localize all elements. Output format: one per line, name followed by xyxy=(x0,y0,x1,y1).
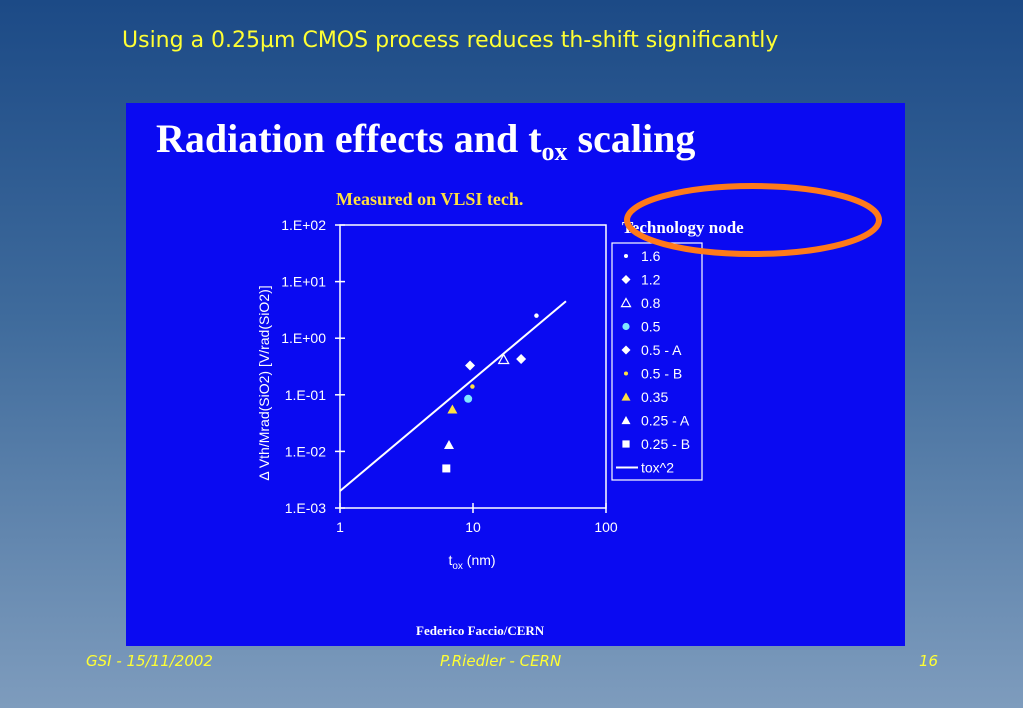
y-tick-label: 1.E-03 xyxy=(285,500,326,516)
legend-swatch-0-5-a xyxy=(621,345,631,355)
data-point-0-8 xyxy=(497,353,510,365)
x-tick-label: 1 xyxy=(336,519,344,535)
legend-label-0-8: 0.8 xyxy=(641,295,661,311)
series-line-tox-2 xyxy=(339,300,567,492)
legend-swatch-0-25-b xyxy=(622,440,630,448)
legend-label-0-25-b: 0.25 - B xyxy=(641,436,690,452)
measured-note: Measured on VLSI tech. xyxy=(336,189,524,209)
legend-swatch-0-8 xyxy=(620,297,632,308)
legend-label-0-25-a: 0.25 - A xyxy=(641,413,690,429)
x-tick-label: 100 xyxy=(594,519,618,535)
legend-swatch-1-2 xyxy=(621,275,631,284)
figure-credit: Federico Faccio/CERN xyxy=(416,623,545,638)
legend-label-0-5: 0.5 xyxy=(641,319,661,335)
panel-title-sub: ox xyxy=(541,137,568,166)
legend-group: 1.6 1.2 0.8 0.5 0.5 - A 0.5 - B 0.35 0.25 - A 0.… xyxy=(616,248,690,476)
y-axis-label: Δ Vth/Mrad(SiO2) [V/rad(SiO2)] xyxy=(256,285,272,480)
axis-group: 1.E-03 1.E-02 1.E-01 1.E+00 1.E+01 1.E+02 1 10 1… xyxy=(281,217,618,535)
y-tick-label: 1.E+02 xyxy=(281,217,326,233)
legend-title: Technology node xyxy=(622,218,744,237)
panel-title-main: Radiation effects and t xyxy=(156,116,542,161)
x-axis-label: tox (nm) xyxy=(448,552,495,572)
y-tick-label: 1.E-02 xyxy=(285,443,326,459)
y-tick-label: 1.E+01 xyxy=(281,274,326,290)
legend-label-1-2: 1.2 xyxy=(641,272,661,288)
legend-label-0-5-a: 0.5 - A xyxy=(641,342,682,358)
footer-author: P.Riedler - CERN xyxy=(440,652,562,670)
legend-label-tox-2: tox^2 xyxy=(641,460,674,476)
data-point-1-2 xyxy=(465,360,476,371)
legend-label-0-5-b: 0.5 - B xyxy=(641,366,682,382)
data-point-0-25-a xyxy=(443,439,454,449)
highlight-ellipse xyxy=(624,183,882,257)
data-point-0-5-b xyxy=(470,384,475,389)
legend-swatch-0-5 xyxy=(622,322,630,331)
data-point-0-25-b xyxy=(442,464,451,473)
y-tick-label: 1.E-01 xyxy=(285,387,326,403)
y-tick-label: 1.E+00 xyxy=(281,330,326,346)
legend-label-0-35: 0.35 xyxy=(641,389,668,405)
footer-page-number: 16 xyxy=(919,652,939,670)
data-point-0-5 xyxy=(464,394,473,403)
legend-label-1-6: 1.6 xyxy=(641,248,661,264)
legend-swatch-0-35 xyxy=(621,392,631,401)
legend-swatch-1-6 xyxy=(623,253,629,259)
footer-date: GSI - 15/11/2002 xyxy=(86,652,213,670)
panel-title: Radiation effects and tox scaling xyxy=(156,115,896,167)
x-tick-label: 10 xyxy=(465,519,481,535)
figure-panel: Radiation effects and tox scaling Measur… xyxy=(126,103,905,646)
data-point-0-35 xyxy=(447,404,458,414)
panel-title-tail: scaling xyxy=(567,116,696,161)
slide-headline: Using a 0.25µm CMOS process reduces th-s… xyxy=(122,28,779,53)
marks-group xyxy=(339,300,567,492)
legend-swatch-0-5-b xyxy=(623,371,629,376)
data-point-1-6 xyxy=(534,313,539,318)
legend-swatch-0-25-a xyxy=(621,416,631,425)
chart-svg: 1.E-03 1.E-02 1.E-01 1.E+00 1.E+01 1.E+02 1 10 1… xyxy=(256,183,882,572)
data-point-1-2 xyxy=(516,353,527,364)
